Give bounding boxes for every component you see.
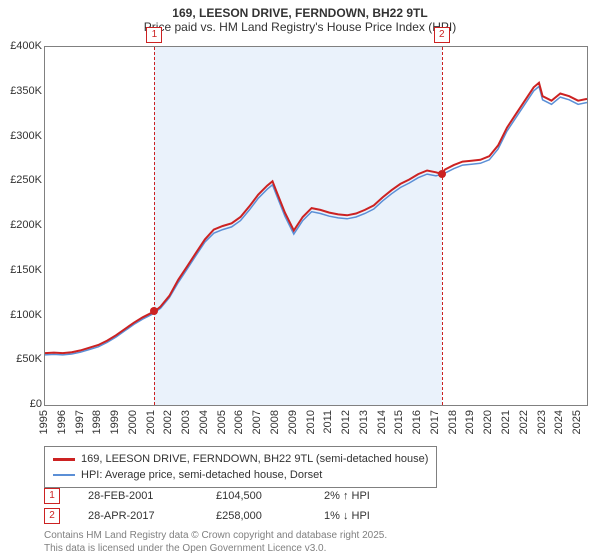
marker-flag: 2 <box>434 27 450 43</box>
x-axis-label: 2025 <box>571 410 583 434</box>
x-axis-label: 2017 <box>429 410 441 434</box>
marker-line <box>442 47 443 405</box>
y-axis-label: £150K <box>0 264 42 276</box>
legend: 169, LEESON DRIVE, FERNDOWN, BH22 9TL (s… <box>44 446 437 488</box>
x-axis-label: 2012 <box>340 410 352 434</box>
legend-swatch <box>53 474 75 476</box>
transaction-row: 2 28-APR-2017 £258,000 1% ↓ HPI <box>44 506 404 526</box>
x-axis-label: 2009 <box>287 410 299 434</box>
x-axis-label: 1995 <box>38 410 50 434</box>
transaction-pct: 2% ↑ HPI <box>324 490 404 502</box>
chart-container: 169, LEESON DRIVE, FERNDOWN, BH22 9TL Pr… <box>0 0 600 560</box>
x-axis-label: 2000 <box>127 410 139 434</box>
transaction-pct: 1% ↓ HPI <box>324 510 404 522</box>
x-axis-label: 1999 <box>109 410 121 434</box>
x-axis-label: 2024 <box>553 410 565 434</box>
plot-area: 12 <box>44 46 588 406</box>
chart-subtitle: Price paid vs. HM Land Registry's House … <box>0 20 600 38</box>
x-axis-label: 2013 <box>358 410 370 434</box>
x-axis-label: 2014 <box>376 410 388 434</box>
legend-label: HPI: Average price, semi-detached house,… <box>81 469 322 481</box>
x-axis-label: 1998 <box>91 410 103 434</box>
attribution-line-2: This data is licensed under the Open Gov… <box>44 543 387 556</box>
y-axis-label: £250K <box>0 174 42 186</box>
x-axis-label: 2011 <box>322 410 334 434</box>
x-axis-label: 2008 <box>269 410 281 434</box>
transactions-table: 1 28-FEB-2001 £104,500 2% ↑ HPI 2 28-APR-2017… <box>44 486 404 526</box>
x-axis-label: 2001 <box>145 410 157 434</box>
transaction-row: 1 28-FEB-2001 £104,500 2% ↑ HPI <box>44 486 404 506</box>
chart-title: 169, LEESON DRIVE, FERNDOWN, BH22 9TL <box>0 0 600 20</box>
x-axis-label: 2003 <box>180 410 192 434</box>
marker-flag: 1 <box>146 27 162 43</box>
series-line <box>45 86 587 355</box>
legend-label: 169, LEESON DRIVE, FERNDOWN, BH22 9TL (s… <box>81 453 428 465</box>
x-axis-label: 2005 <box>216 410 228 434</box>
x-axis-label: 2018 <box>447 410 459 434</box>
x-axis-label: 2010 <box>305 410 317 434</box>
x-axis-label: 2007 <box>251 410 263 434</box>
marker-dot <box>150 307 158 315</box>
x-axis-label: 2015 <box>393 410 405 434</box>
y-axis-label: £300K <box>0 130 42 142</box>
transaction-date: 28-APR-2017 <box>88 510 188 522</box>
series-svg <box>45 47 587 405</box>
x-axis-label: 2016 <box>411 410 423 434</box>
x-axis-label: 2023 <box>536 410 548 434</box>
attribution-line-1: Contains HM Land Registry data © Crown c… <box>44 530 387 543</box>
transaction-flag: 1 <box>44 488 60 504</box>
x-axis-label: 2021 <box>500 410 512 434</box>
marker-dot <box>438 170 446 178</box>
x-axis-label: 2002 <box>162 410 174 434</box>
transaction-flag: 2 <box>44 508 60 524</box>
series-line <box>45 83 587 353</box>
x-axis-label: 2022 <box>518 410 530 434</box>
x-axis-label: 2020 <box>482 410 494 434</box>
x-axis-label: 2019 <box>464 410 476 434</box>
y-axis-label: £350K <box>0 85 42 97</box>
attribution: Contains HM Land Registry data © Crown c… <box>44 530 387 555</box>
y-axis-label: £50K <box>0 353 42 365</box>
y-axis-label: £0 <box>0 398 42 410</box>
x-axis-label: 1997 <box>74 410 86 434</box>
x-axis-label: 2004 <box>198 410 210 434</box>
y-axis-label: £200K <box>0 219 42 231</box>
legend-swatch <box>53 458 75 461</box>
marker-line <box>154 47 155 405</box>
transaction-date: 28-FEB-2001 <box>88 490 188 502</box>
legend-item: HPI: Average price, semi-detached house,… <box>53 467 428 483</box>
legend-item: 169, LEESON DRIVE, FERNDOWN, BH22 9TL (s… <box>53 451 428 467</box>
x-axis-label: 1996 <box>56 410 68 434</box>
y-axis-label: £400K <box>0 40 42 52</box>
y-axis-label: £100K <box>0 309 42 321</box>
x-axis-label: 2006 <box>233 410 245 434</box>
transaction-price: £258,000 <box>216 510 296 522</box>
transaction-price: £104,500 <box>216 490 296 502</box>
